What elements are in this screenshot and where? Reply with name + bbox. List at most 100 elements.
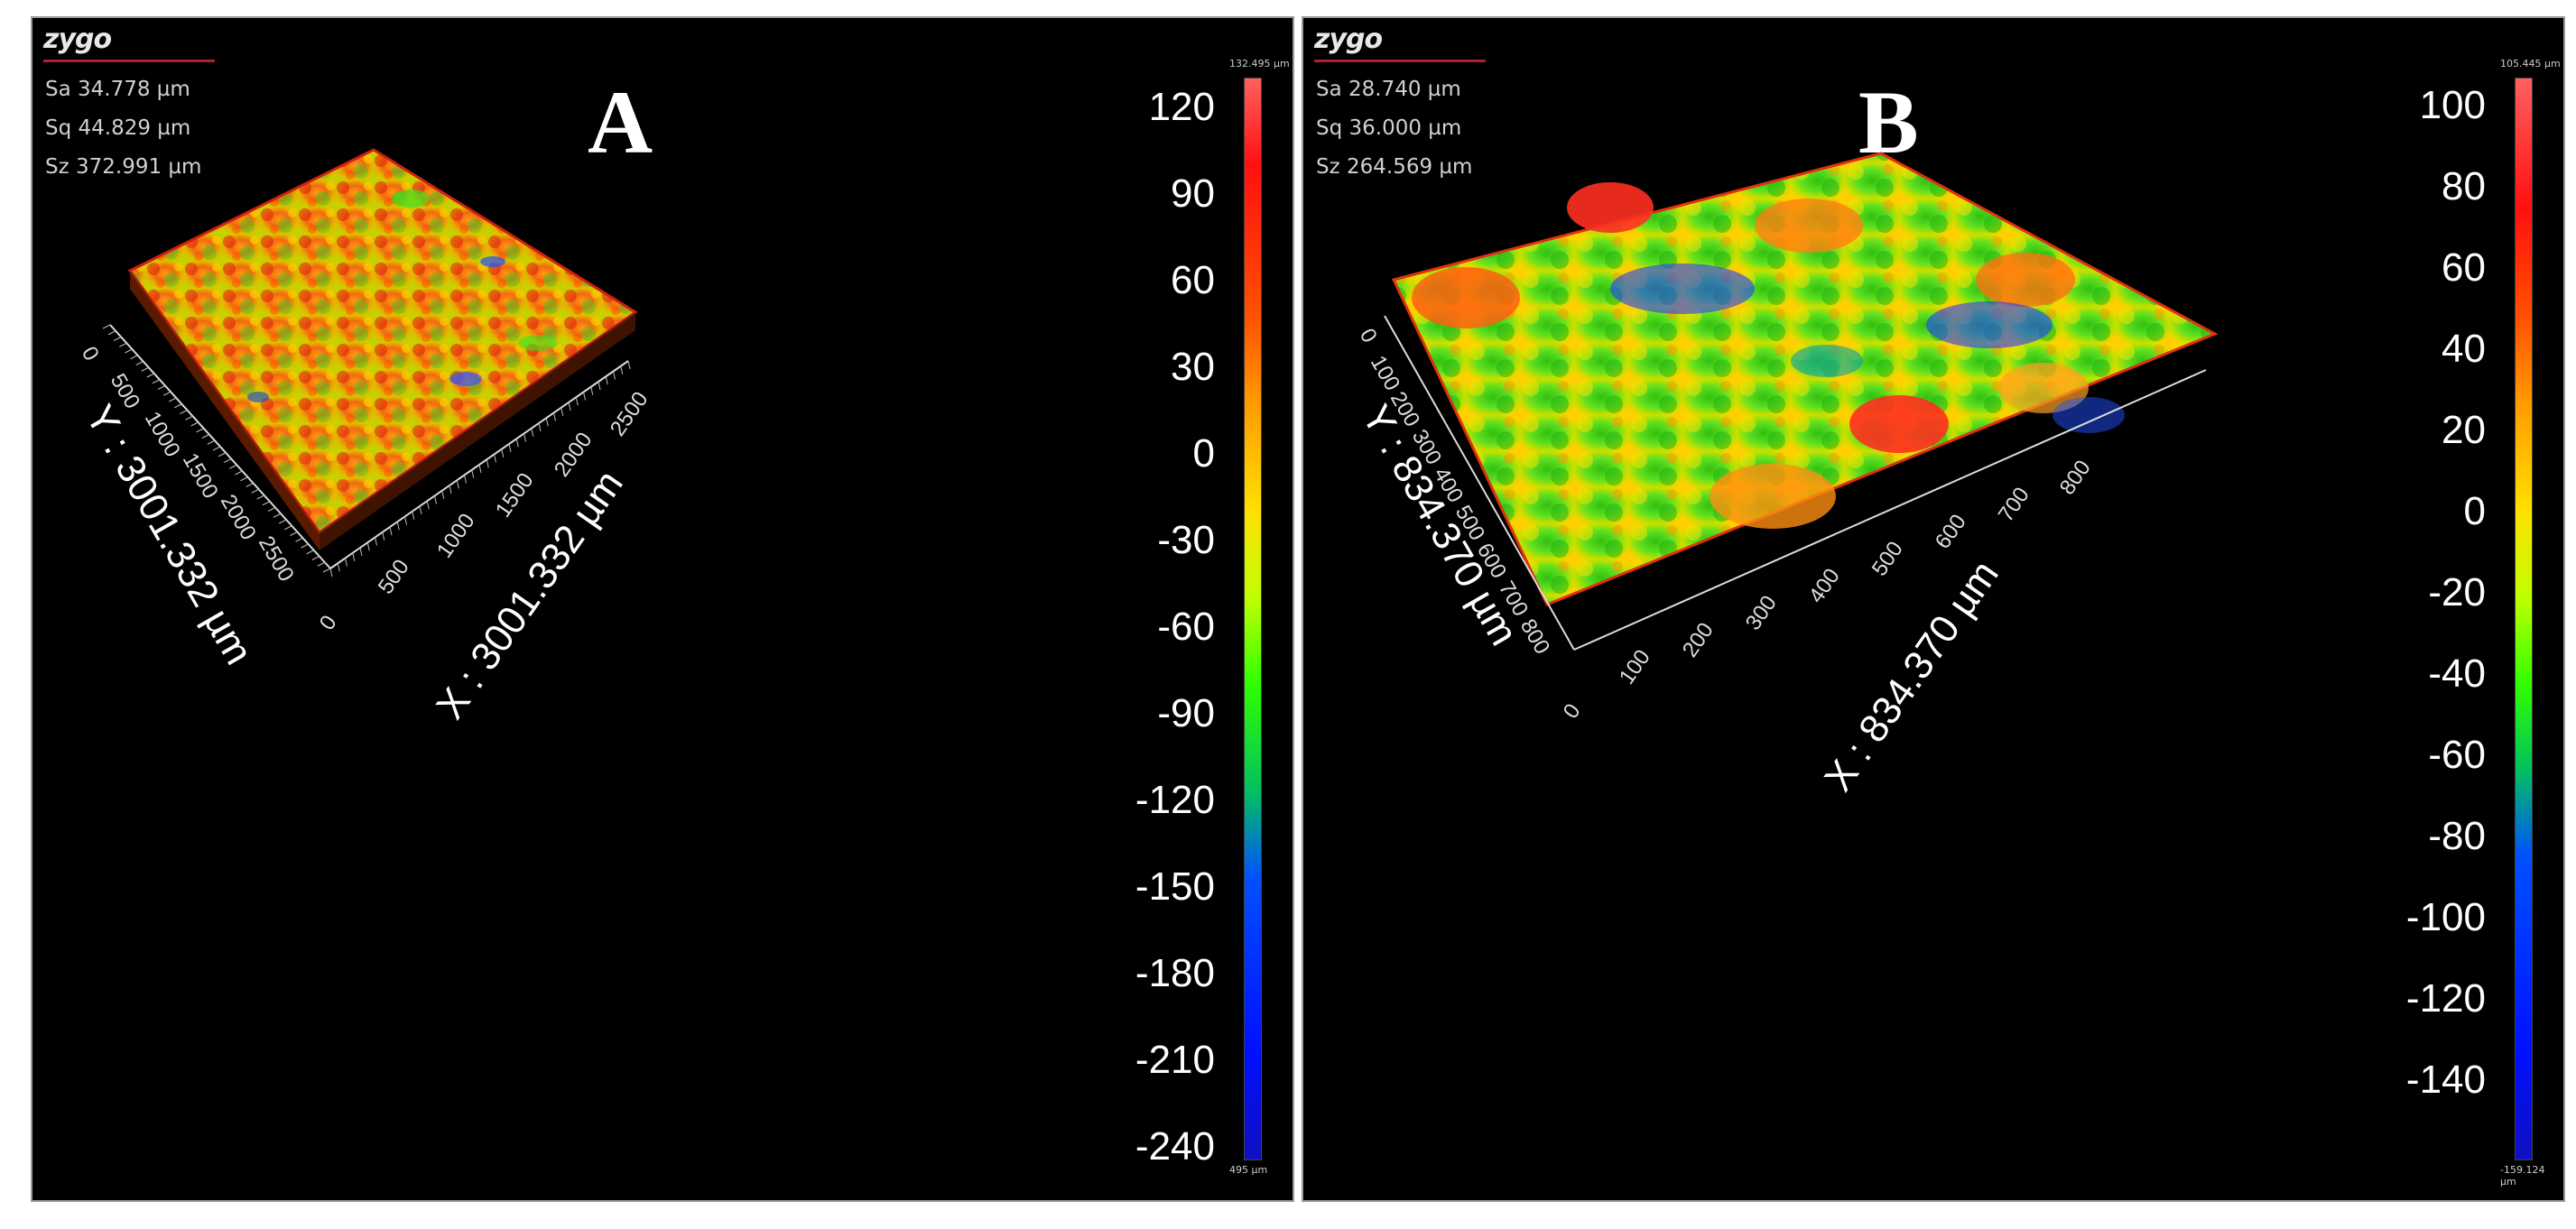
colorbar-tick: 40 <box>2442 327 2486 371</box>
x-tick-label: 100 <box>1615 645 1655 688</box>
minor-tick <box>531 428 534 437</box>
colorbar-tick: -140 <box>2405 1058 2486 1102</box>
minor-tick <box>464 475 467 484</box>
minor-tick <box>125 348 133 354</box>
minor-tick <box>322 568 331 573</box>
x-axis-label: X : 834.370 µm <box>1816 552 2007 799</box>
minor-tick <box>152 379 161 384</box>
y-tick-label: 1500 <box>178 449 223 504</box>
colorbar-tick: 100 <box>2419 83 2486 127</box>
minor-tick <box>251 488 259 494</box>
minor-tick <box>113 337 122 341</box>
minor-tick <box>441 490 445 499</box>
x-tick-label: 500 <box>1867 537 1908 580</box>
colorbar-tick: -30 <box>1157 518 1215 562</box>
minor-tick <box>168 397 177 402</box>
colorbar-max: 105.445 µm <box>2500 58 2561 69</box>
minor-tick <box>174 403 182 409</box>
minor-tick <box>478 464 482 474</box>
minor-tick <box>375 537 377 546</box>
x-tick-label: 1000 <box>432 509 480 562</box>
surface-3d-plot: 0 500 1000 1500 2000 2500 0 500 1000 150… <box>77 148 653 727</box>
colorbar-tick: -60 <box>1157 605 1215 649</box>
x-axis-label: X : 3001.332 µm <box>428 462 632 726</box>
colorbar-tick: -180 <box>1135 951 1215 995</box>
colorbar-tick: 30 <box>1171 345 1215 389</box>
colorbar-min: 495 µm <box>1229 1164 1268 1176</box>
minor-tick <box>389 526 393 536</box>
minor-tick <box>620 365 624 374</box>
colorbar-tick: -20 <box>2428 570 2486 614</box>
colorbar-tick: 60 <box>1171 258 1215 302</box>
colorbar-tick: -150 <box>1135 864 1215 909</box>
x-tick-label: 300 <box>1741 591 1782 634</box>
minor-tick <box>545 418 549 427</box>
colorbar-tick: 120 <box>1148 85 1215 129</box>
minor-tick <box>419 505 422 515</box>
colorbar-tick: -210 <box>1135 1038 1215 1082</box>
minor-tick <box>229 464 237 469</box>
x-tick-label: 200 <box>1678 618 1719 661</box>
x-tick-label: 400 <box>1804 564 1845 607</box>
minor-tick <box>553 412 556 421</box>
minor-tick <box>366 542 370 551</box>
minor-tick <box>396 522 400 531</box>
x-tick-label: 0 <box>315 611 342 634</box>
minor-tick <box>627 360 631 370</box>
minor-tick <box>185 415 193 420</box>
stat-sz: Sz 372.991 µm <box>45 155 202 179</box>
minor-tick <box>605 376 608 385</box>
minor-tick <box>102 324 111 329</box>
minor-tick <box>267 507 276 512</box>
stat-sa: Sa 28.740 µm <box>1316 78 1461 101</box>
stat-sz: Sz 264.569 µm <box>1316 155 1473 179</box>
minor-tick <box>583 392 586 401</box>
minor-tick <box>575 397 579 406</box>
minor-tick <box>218 452 227 457</box>
minor-tick <box>345 558 347 567</box>
minor-tick <box>434 495 437 504</box>
minor-tick <box>273 513 282 518</box>
x-tick-label: 1500 <box>491 468 539 522</box>
colorbar-min: -159.124 µm <box>2500 1164 2545 1187</box>
colorbar-tick: -240 <box>1135 1124 1215 1169</box>
roughness-stats: Sa 34.778 µm Sq 44.829 µm Sz 372.991 µm <box>45 70 201 187</box>
minor-tick <box>146 373 155 378</box>
colorbar-tick: -120 <box>2405 976 2486 1021</box>
colorbar-tick: -40 <box>2428 651 2486 696</box>
minor-tick <box>207 439 216 445</box>
stat-sa: Sa 34.778 µm <box>45 78 190 101</box>
minor-tick <box>157 385 166 390</box>
y-tick-label: 100 <box>1366 352 1404 395</box>
x-tick-label: 700 <box>1994 483 2034 526</box>
minor-tick <box>284 525 292 531</box>
minor-tick <box>235 470 243 476</box>
minor-tick <box>598 381 601 391</box>
minor-tick <box>538 422 542 432</box>
minor-tick <box>359 547 363 557</box>
minor-tick <box>590 386 594 395</box>
minor-tick <box>256 494 265 500</box>
minor-tick <box>278 519 287 524</box>
logo-underline <box>43 60 215 62</box>
minor-tick <box>494 454 496 463</box>
minor-tick <box>456 480 459 489</box>
minor-tick <box>212 446 221 451</box>
minor-tick <box>508 443 512 453</box>
minor-tick <box>449 485 452 494</box>
minor-tick <box>404 516 407 525</box>
minor-tick <box>135 361 144 365</box>
minor-tick <box>301 543 309 549</box>
colorbar-tick: -80 <box>2428 814 2486 858</box>
height-colorbar <box>2515 78 2533 1160</box>
minor-tick <box>329 568 333 578</box>
x-tick-label: 600 <box>1931 510 1971 553</box>
minor-tick <box>162 391 171 396</box>
minor-tick <box>306 550 314 555</box>
minor-tick <box>426 501 430 510</box>
y-tick-label: 2000 <box>216 491 261 545</box>
colorbar-tick: 20 <box>2442 408 2486 452</box>
height-colorbar <box>1244 78 1262 1160</box>
minor-tick <box>412 511 415 520</box>
minor-tick <box>317 561 326 567</box>
